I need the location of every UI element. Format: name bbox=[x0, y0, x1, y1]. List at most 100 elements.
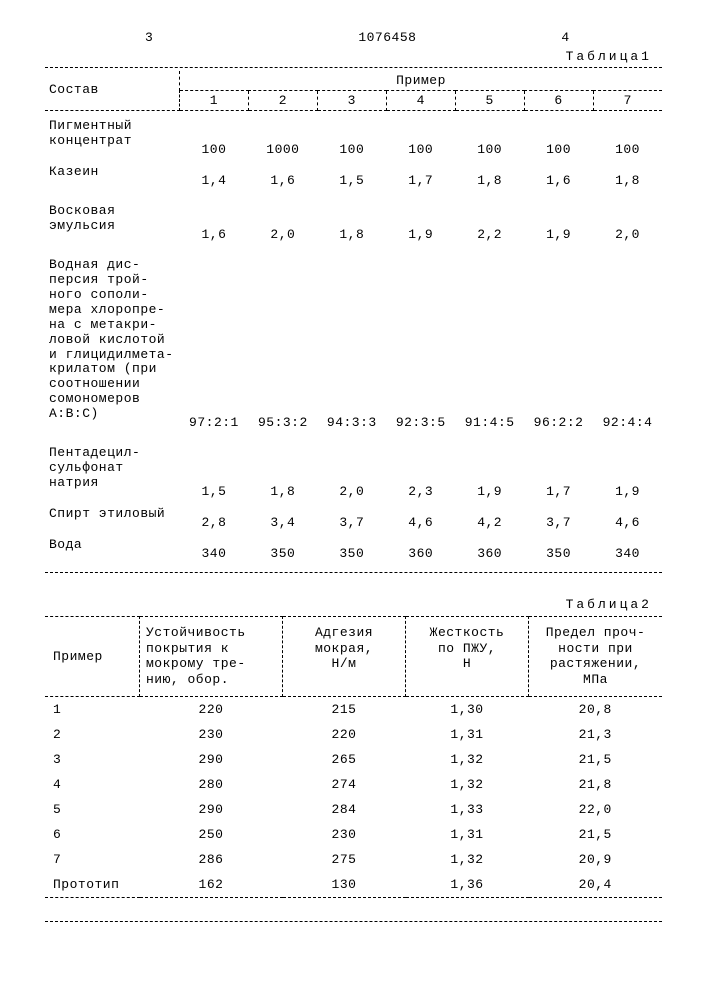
row-label: Пигментный bbox=[45, 111, 180, 134]
table-row: Прототип1621301,3620,4 bbox=[45, 872, 662, 898]
row-label: концентрат bbox=[45, 134, 180, 165]
table-cell: 20,9 bbox=[529, 847, 663, 872]
composition-table: Состав Пример 1234567 Пигментныйконцентр… bbox=[45, 71, 662, 569]
table-cell: 350 bbox=[317, 538, 386, 569]
table-cell: 1,9 bbox=[524, 219, 593, 250]
table-cell: 22,0 bbox=[529, 797, 663, 822]
t2-header-adhesion: Адгезиямокрая,Н/м bbox=[283, 617, 406, 696]
t2-header-resistance: Устойчивостьпокрытия кмокрому тре-нию, о… bbox=[140, 617, 283, 696]
row-label: Водная дис-персия трой-ного сополи-мера … bbox=[45, 250, 180, 407]
table-cell: 2,3 bbox=[386, 476, 455, 507]
table-cell: 97:2:1 bbox=[180, 407, 249, 438]
t1-col-header: 6 bbox=[524, 91, 593, 111]
row-label: Казеин bbox=[45, 165, 180, 196]
table-cell: 162 bbox=[140, 872, 283, 898]
row-label: Прототип bbox=[45, 872, 140, 898]
table-row: 22302201,3121,3 bbox=[45, 722, 662, 747]
row-label: 3 bbox=[45, 747, 140, 772]
table-cell: 3,4 bbox=[248, 507, 317, 538]
table-cell: 1,8 bbox=[248, 476, 317, 507]
table-cell: 2,8 bbox=[180, 507, 249, 538]
row-label: 6 bbox=[45, 822, 140, 847]
table-cell: 230 bbox=[283, 822, 406, 847]
table-cell: 1,31 bbox=[406, 722, 529, 747]
table-cell: 1,6 bbox=[524, 165, 593, 196]
divider bbox=[45, 67, 662, 68]
table-cell: 290 bbox=[140, 797, 283, 822]
table-cell: 20,4 bbox=[529, 872, 663, 898]
t2-header-stiffness: Жесткостьпо ПЖУ,Н bbox=[406, 617, 529, 696]
page-header: 3 1076458 4 bbox=[45, 30, 662, 45]
table-cell: 1,4 bbox=[180, 165, 249, 196]
table-cell: 21,5 bbox=[529, 747, 663, 772]
table-cell: 1,5 bbox=[180, 476, 249, 507]
table-cell: 350 bbox=[248, 538, 317, 569]
table-cell: 100 bbox=[524, 134, 593, 165]
row-label: натрия bbox=[45, 476, 180, 507]
table1-caption: Таблица1 bbox=[45, 49, 662, 64]
table-row: 62502301,3121,5 bbox=[45, 822, 662, 847]
table-cell: 275 bbox=[283, 847, 406, 872]
table-cell: 92:3:5 bbox=[386, 407, 455, 438]
table-cell: 280 bbox=[140, 772, 283, 797]
t1-col-header: 3 bbox=[317, 91, 386, 111]
table-cell: 265 bbox=[283, 747, 406, 772]
table-cell: 2,0 bbox=[593, 219, 662, 250]
table-row: 12202151,3020,8 bbox=[45, 696, 662, 722]
table-cell: 1,8 bbox=[593, 165, 662, 196]
table-cell: 4,6 bbox=[386, 507, 455, 538]
table-cell: 1,8 bbox=[317, 219, 386, 250]
table-cell: 100 bbox=[455, 134, 524, 165]
row-label: 1 bbox=[45, 696, 140, 722]
table-cell: 1,6 bbox=[248, 165, 317, 196]
t1-col-header: 1 bbox=[180, 91, 249, 111]
table-cell: 1,9 bbox=[593, 476, 662, 507]
table-row: 32902651,3221,5 bbox=[45, 747, 662, 772]
composition-header: Состав bbox=[45, 71, 180, 111]
row-label: Спирт этиловый bbox=[45, 507, 180, 538]
table-cell: 286 bbox=[140, 847, 283, 872]
table-cell: 2,2 bbox=[455, 219, 524, 250]
table-cell: 284 bbox=[283, 797, 406, 822]
divider bbox=[45, 921, 662, 922]
row-label: А:В:С) bbox=[45, 407, 180, 438]
table-row: 72862751,3220,9 bbox=[45, 847, 662, 872]
table-row: 52902841,3322,0 bbox=[45, 797, 662, 822]
example-header: Пример bbox=[180, 71, 663, 91]
table2-caption: Таблица2 bbox=[45, 597, 652, 612]
table-cell: 1,31 bbox=[406, 822, 529, 847]
document-number: 1076458 bbox=[358, 30, 416, 45]
table-cell: 350 bbox=[524, 538, 593, 569]
t2-header-strength: Предел проч-ности прирастяжении,МПа bbox=[529, 617, 663, 696]
table-cell: 100 bbox=[317, 134, 386, 165]
table-cell: 100 bbox=[180, 134, 249, 165]
table-cell: 340 bbox=[593, 538, 662, 569]
table-cell: 1,8 bbox=[455, 165, 524, 196]
properties-table: Пример Устойчивостьпокрытия кмокрому тре… bbox=[45, 616, 662, 897]
table-cell: 3,7 bbox=[524, 507, 593, 538]
table-cell: 20,8 bbox=[529, 696, 663, 722]
table-cell: 1,32 bbox=[406, 847, 529, 872]
row-label: эмульсия bbox=[45, 219, 180, 250]
row-label: 4 bbox=[45, 772, 140, 797]
table-cell: 220 bbox=[283, 722, 406, 747]
table-cell: 1,36 bbox=[406, 872, 529, 898]
table-cell: 130 bbox=[283, 872, 406, 898]
table-cell: 290 bbox=[140, 747, 283, 772]
table-cell: 3,7 bbox=[317, 507, 386, 538]
table-cell: 1,7 bbox=[386, 165, 455, 196]
table-cell: 1,33 bbox=[406, 797, 529, 822]
table-cell: 96:2:2 bbox=[524, 407, 593, 438]
table-cell: 360 bbox=[455, 538, 524, 569]
column-number-4: 4 bbox=[561, 30, 569, 45]
table-cell: 21,5 bbox=[529, 822, 663, 847]
table-cell: 100 bbox=[593, 134, 662, 165]
row-label: Восковая bbox=[45, 196, 180, 219]
table-row: 42802741,3221,8 bbox=[45, 772, 662, 797]
table-cell: 2,0 bbox=[317, 476, 386, 507]
table-cell: 95:3:2 bbox=[248, 407, 317, 438]
table-cell: 250 bbox=[140, 822, 283, 847]
row-label: 2 bbox=[45, 722, 140, 747]
table-cell: 340 bbox=[180, 538, 249, 569]
table-cell: 21,3 bbox=[529, 722, 663, 747]
